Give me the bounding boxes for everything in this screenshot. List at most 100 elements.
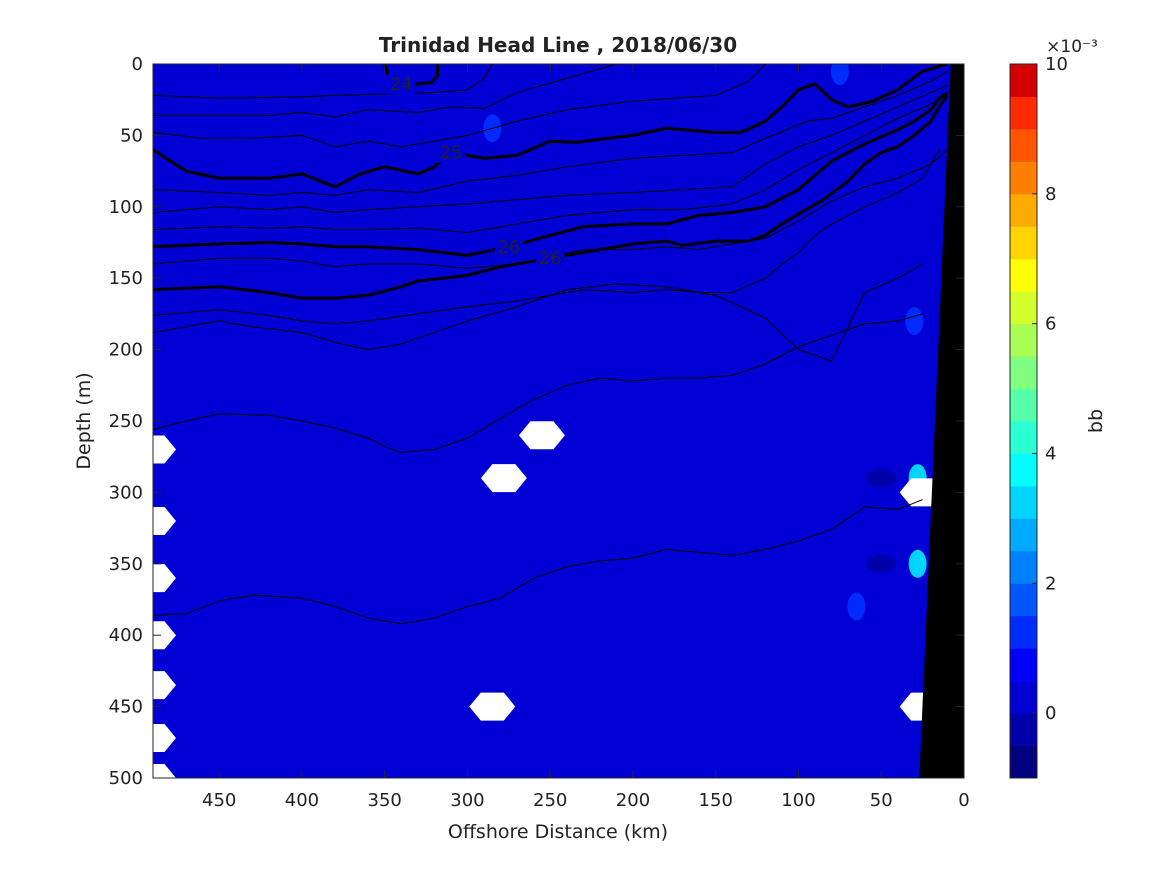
contour-label-background: [387, 73, 416, 94]
colorbar-segment: [1010, 550, 1037, 584]
contour-line-minor: [153, 64, 766, 148]
contour-line-minor: [153, 64, 493, 99]
contour-line-minor: [153, 70, 948, 196]
contour-line-minor: [153, 149, 940, 325]
colorbar-tick-label: 0: [1045, 703, 1056, 724]
colorbar-segment: [1010, 64, 1037, 97]
data-gap: [153, 506, 176, 535]
colorbar-tick-label: 8: [1045, 184, 1056, 205]
y-tick-label: 0: [132, 54, 143, 75]
contour-label: 24: [390, 74, 413, 95]
colorbar-label: bb: [1085, 409, 1107, 433]
colorbar-segment: [1010, 258, 1037, 292]
colorbar-segment: [1010, 388, 1037, 422]
colorbar-tick-label: 2: [1045, 573, 1056, 594]
colorbar-frame: [1009, 63, 1038, 779]
x-tick-label: 400: [285, 790, 319, 811]
colorbar: [1010, 64, 1037, 779]
x-tick-label: 100: [781, 790, 815, 811]
x-tick-label: 0: [958, 790, 969, 811]
colorbar-exponent: ×10⁻³: [1046, 37, 1098, 57]
y-tick-label: 100: [109, 197, 143, 218]
anomaly-lows: [866, 469, 897, 573]
contour-label: 25: [439, 143, 462, 164]
colorbar-segment: [1010, 713, 1037, 747]
colorbar-segment: [1010, 648, 1037, 682]
low-patch: [866, 469, 897, 488]
y-tick-label: 250: [109, 411, 143, 432]
y-axis-ticks: 0 50 100 150 200 250 300 350 400 450 500: [109, 54, 964, 789]
x-axis-ticks: 450 400 350 300 250 200 150 100 50 0: [202, 64, 970, 811]
colorbar-segment: [1010, 680, 1037, 714]
contour-line-minor: [153, 263, 923, 362]
data-gap: [153, 621, 176, 650]
data-gap: [153, 564, 176, 593]
colorbar-segment: [1010, 226, 1037, 260]
isopycnal-contours: [153, 64, 949, 625]
data-gap: [153, 724, 176, 753]
colorbar-ticks: 0 2 4 6 8 10: [1032, 54, 1068, 724]
high-patch: [908, 549, 927, 578]
colorbar-segment: [1010, 453, 1037, 487]
contour-label-background: [536, 248, 565, 269]
colorbar-segment: [1010, 421, 1037, 454]
x-tick-label: 300: [450, 790, 484, 811]
data-gap: [153, 435, 176, 464]
x-tick-label: 350: [368, 790, 402, 811]
contour-line-major: [153, 64, 948, 189]
colorbar-tick-label: 6: [1045, 314, 1056, 335]
x-tick-label: 200: [616, 790, 650, 811]
y-tick-label: 500: [109, 768, 143, 789]
contour-label-background: [494, 236, 523, 257]
colorbar-segment: [1010, 96, 1037, 130]
y-tick-label: 150: [109, 268, 143, 289]
colorbar-segment: [1010, 161, 1037, 195]
colorbar-segment: [1010, 745, 1037, 779]
colorbar-segment: [1010, 485, 1037, 519]
x-tick-label: 250: [533, 790, 567, 811]
x-axis-label: Offshore Distance (km): [448, 821, 668, 843]
low-patch: [866, 554, 897, 573]
contour-line-minor: [153, 64, 617, 118]
y-axis-label: Depth (m): [73, 372, 95, 469]
y-tick-label: 400: [109, 625, 143, 646]
contour-line-minor: [153, 94, 948, 234]
colorbar-segment: [1010, 128, 1037, 162]
y-tick-label: 300: [109, 482, 143, 503]
field-background: [153, 64, 964, 778]
data-gap: [153, 671, 176, 700]
contour-line-minor: [153, 499, 923, 625]
colorbar-segment: [1010, 323, 1037, 357]
high-patch: [905, 307, 924, 336]
colorbar-segment: [1010, 291, 1037, 325]
contour-label: 26: [539, 248, 562, 269]
y-tick-label: 200: [109, 340, 143, 361]
data-gap: [469, 692, 516, 721]
contour-label-background: [436, 142, 465, 163]
x-tick-label: 150: [699, 790, 733, 811]
contour-line-minor: [153, 84, 948, 214]
y-tick-label: 450: [109, 697, 143, 718]
x-tick-label: 50: [870, 790, 893, 811]
x-tick-label: 450: [202, 790, 236, 811]
colorbar-segment: [1010, 518, 1037, 552]
data-gap: [153, 764, 176, 778]
colorbar-tick-label: 4: [1045, 443, 1056, 464]
y-tick-label: 50: [120, 125, 143, 146]
contour-line-major: [153, 91, 949, 257]
contour-labels: 24 25 26 26: [387, 73, 565, 269]
plot-area: [153, 64, 964, 778]
colorbar-segment: [1010, 615, 1037, 649]
colorbar-segment: [1010, 193, 1037, 227]
data-gap: [480, 464, 527, 493]
contour-line-minor: [153, 313, 923, 453]
bathymetry-mask: [919, 64, 964, 778]
y-tick-label: 350: [109, 554, 143, 575]
high-patch: [847, 592, 866, 621]
colorbar-segment: [1010, 356, 1037, 390]
data-gap: [518, 421, 565, 450]
colorbar-segment: [1010, 583, 1037, 617]
contour-label: 26: [497, 237, 520, 258]
